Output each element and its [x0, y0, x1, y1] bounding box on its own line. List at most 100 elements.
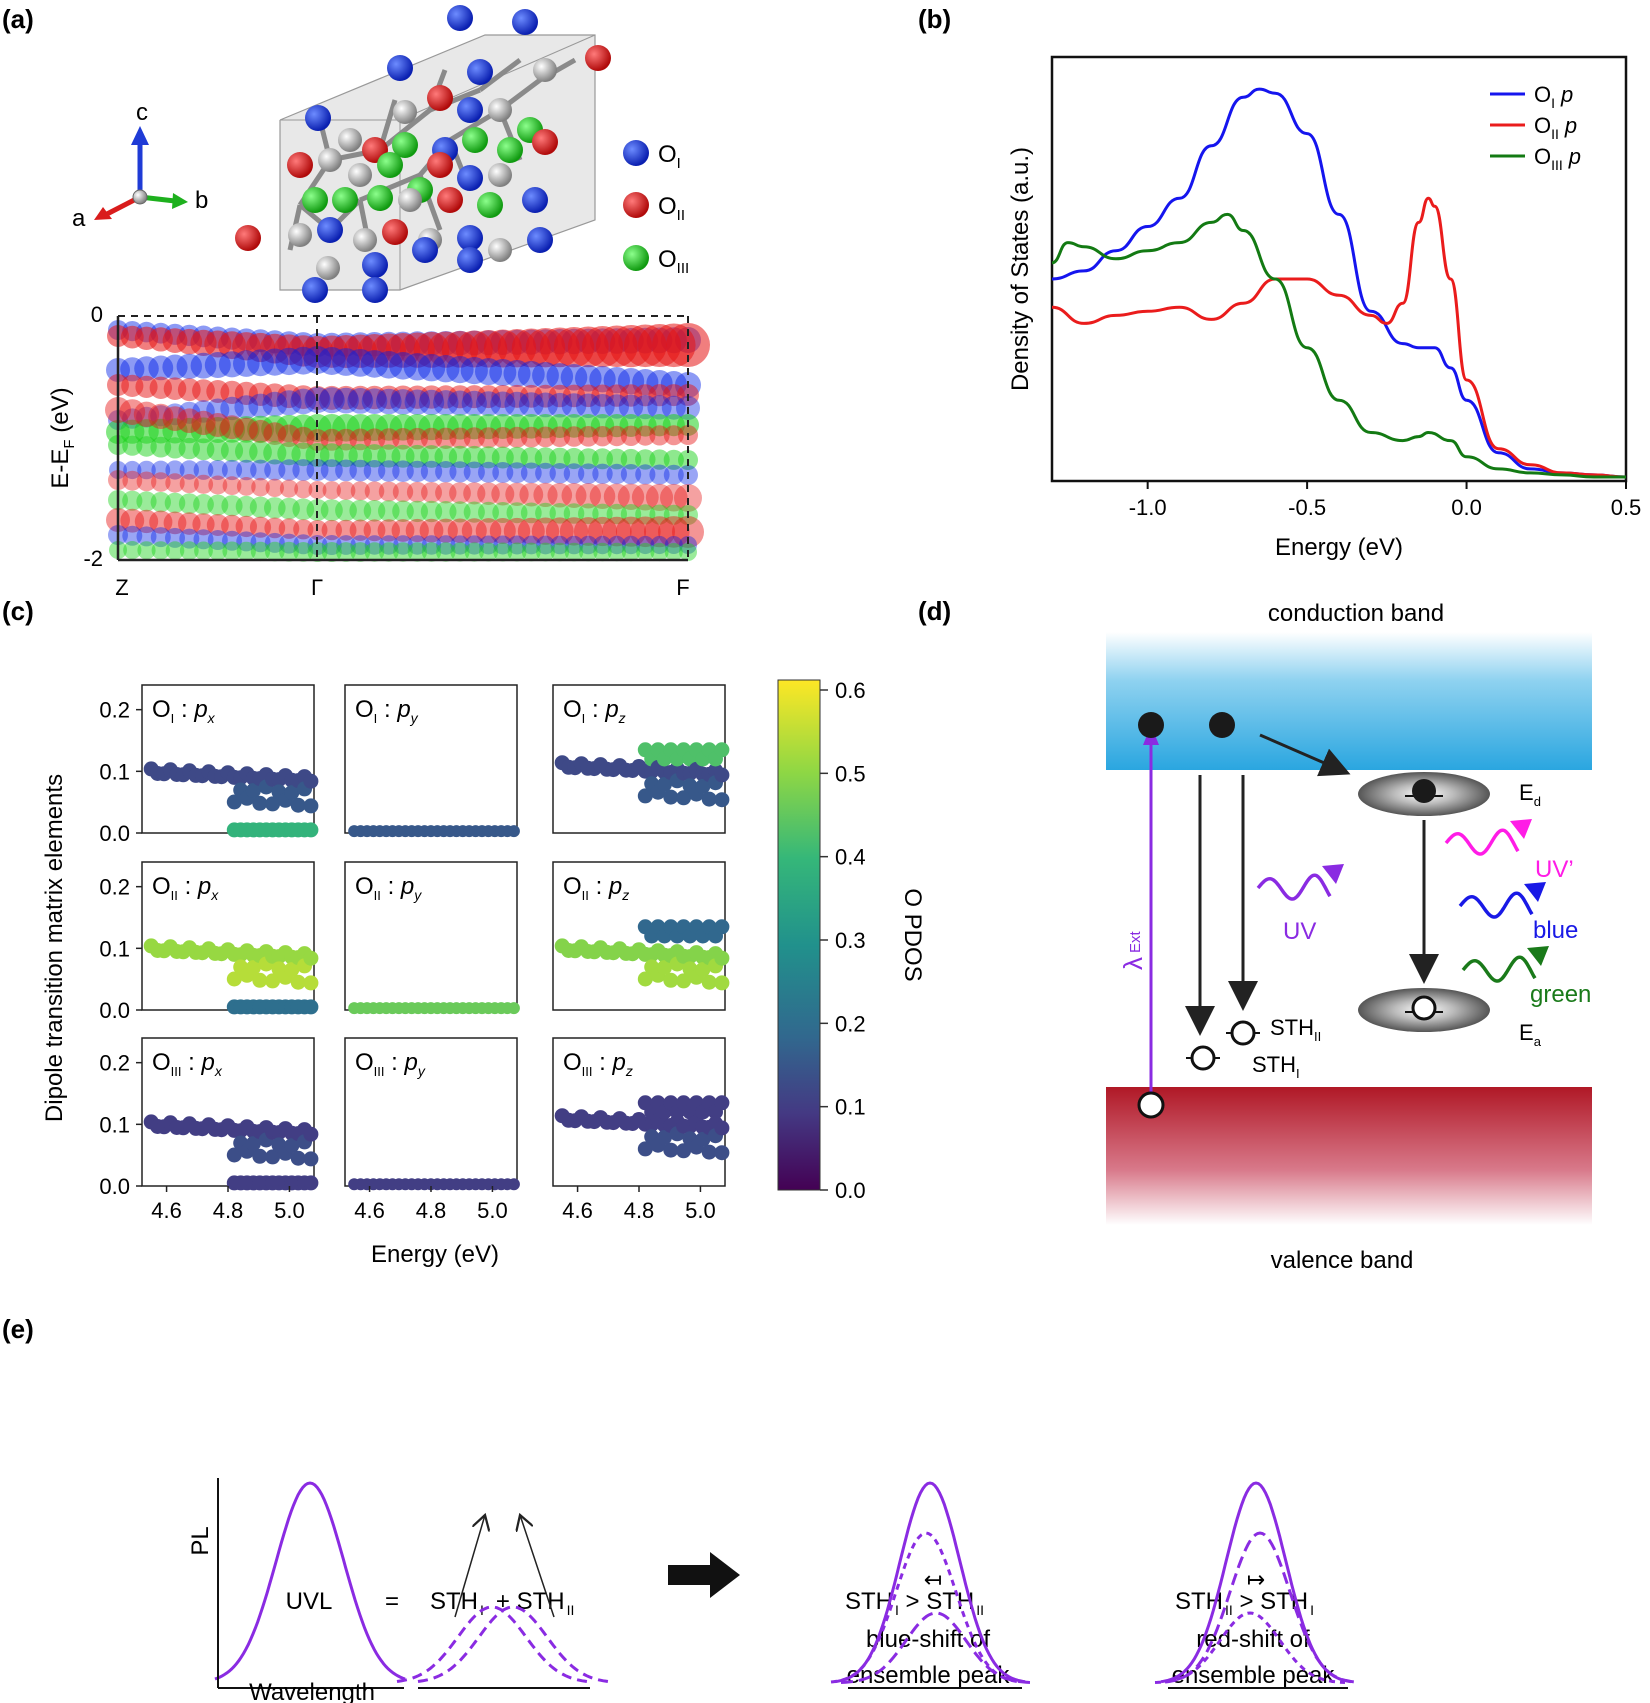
sum-label: STH I + STH II — [430, 1588, 574, 1618]
b-axis-head — [172, 193, 188, 209]
xtick-label: 4.8 — [624, 1198, 655, 1223]
band-dot — [520, 462, 542, 484]
atom — [457, 165, 483, 191]
subplot-title: OIII : pz — [563, 1049, 633, 1079]
band-dot — [630, 516, 661, 548]
band-dot — [163, 511, 187, 535]
band-dot — [576, 393, 601, 419]
band-dot — [636, 535, 655, 555]
dipole-dot — [303, 773, 319, 789]
band-dot — [635, 464, 656, 485]
band-dot — [206, 398, 230, 422]
band-dot — [346, 349, 375, 377]
atom — [488, 238, 512, 262]
band-dot — [336, 535, 356, 555]
xtick-label: 5.0 — [685, 1198, 716, 1223]
band-dot — [221, 495, 243, 517]
atom — [353, 228, 377, 252]
colorbar-label: O PDOS — [899, 888, 926, 981]
dipole-subplot: OI : pz — [552, 684, 730, 834]
ensemble-peak-blue — [834, 1481, 1026, 1684]
band-dot — [393, 535, 413, 555]
band-dot — [404, 389, 430, 415]
band-dot — [561, 483, 587, 508]
band-dot — [162, 354, 188, 380]
band-dot — [479, 535, 498, 555]
dipole-dot — [663, 972, 679, 988]
atom — [457, 97, 483, 123]
band-dot — [122, 470, 143, 491]
band-dot — [590, 394, 615, 419]
dos-xtick-label: 0.5 — [1611, 495, 1642, 520]
ytick-label: 0.0 — [99, 821, 130, 846]
colorbar-tick-label: 0.1 — [835, 1095, 866, 1120]
band-dot — [478, 461, 499, 483]
dos-xlabel: Energy (eV) — [1275, 534, 1403, 561]
band-dot — [165, 473, 185, 493]
band-dot — [621, 535, 641, 555]
atom — [512, 9, 538, 35]
band-dot — [378, 500, 400, 522]
band-dot — [208, 541, 228, 561]
subplot-title: OIII : py — [355, 1049, 426, 1079]
dipole-dot — [265, 973, 281, 989]
uv-wave — [1256, 873, 1332, 901]
ytick-label: 0.1 — [99, 936, 130, 961]
band-dot — [236, 459, 257, 481]
dipole-dot — [695, 1131, 711, 1147]
acceptor-hole — [1411, 995, 1437, 1021]
atom — [477, 192, 503, 218]
band-dot — [222, 530, 242, 551]
band-dot — [436, 535, 456, 555]
band-dot — [321, 542, 342, 562]
band-dot — [618, 394, 644, 419]
band-dot — [137, 541, 156, 560]
band-dot — [247, 349, 274, 377]
band-ytick-0: 0 — [91, 302, 103, 327]
band-dot — [649, 449, 670, 470]
band-dot — [645, 483, 674, 511]
band-dot — [318, 387, 345, 414]
band-dot — [293, 519, 314, 540]
atom — [427, 85, 453, 111]
band-dot — [193, 529, 214, 550]
band-dot — [151, 460, 171, 480]
xtick-label: 5.0 — [477, 1198, 508, 1223]
band-dot — [389, 352, 417, 380]
atom — [288, 223, 312, 247]
band-dot — [364, 542, 385, 562]
atom — [585, 45, 611, 71]
subplot-frame — [344, 1037, 518, 1187]
band-dot — [650, 535, 669, 555]
band-dot — [350, 481, 370, 501]
band-dot — [289, 346, 318, 375]
ytick-label: 0.2 — [99, 1051, 130, 1076]
ea-label: Ea — [1519, 1020, 1542, 1049]
band-dot — [390, 389, 416, 415]
band-dot — [407, 535, 427, 555]
subplot-title: OI : px — [152, 696, 216, 726]
bshift-condition: STH I > STH II — [845, 1588, 984, 1618]
band-dot — [520, 426, 542, 448]
ytick-label: 0.0 — [99, 998, 130, 1023]
band-dot — [620, 425, 642, 446]
band-dot — [361, 388, 388, 415]
band-dot — [294, 480, 313, 499]
band-dot — [518, 392, 544, 417]
band-dot — [664, 543, 683, 561]
sthi-peak-weak — [1154, 1611, 1346, 1684]
dipole-dot — [284, 1138, 300, 1154]
dipole-dot — [714, 742, 730, 758]
band-dot — [134, 356, 159, 381]
band-dot — [378, 460, 400, 482]
band-dot — [621, 542, 641, 562]
band-dot — [220, 396, 244, 421]
band-dot — [392, 428, 414, 450]
band-dot — [261, 348, 289, 376]
band-dot — [392, 460, 414, 483]
band-dot — [192, 400, 215, 423]
band-dot — [617, 483, 645, 510]
band-dot — [602, 516, 632, 547]
pointer-arrow — [520, 1515, 555, 1618]
dipole-grid: OI : px 0.2 0.1 0.0 OI : py OI : pz OII : px 0.… — [99, 684, 730, 1223]
